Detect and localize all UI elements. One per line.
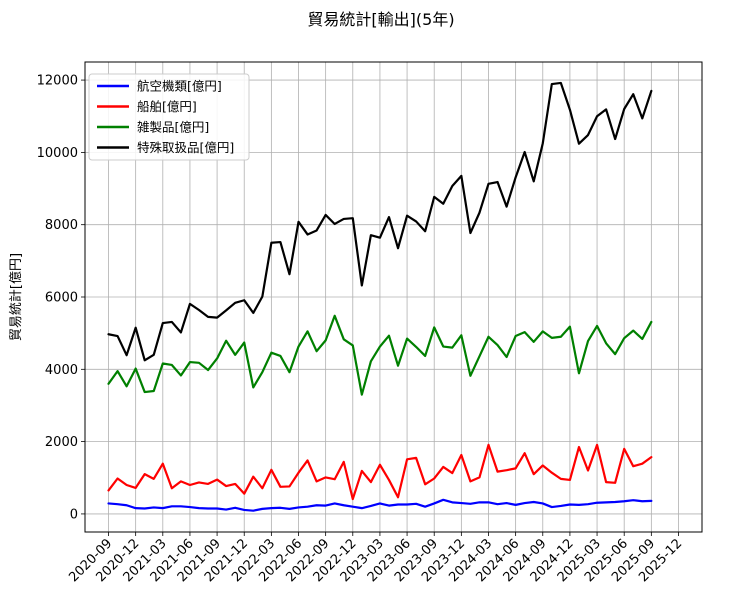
y-tick-label: 6000 — [45, 291, 78, 306]
y-tick-label: 8000 — [45, 218, 78, 233]
legend-label: 特殊取扱品[億円] — [137, 140, 234, 155]
x-axis: 2020-092020-122021-032021-062021-092021-… — [66, 532, 685, 585]
series-line-3 — [107, 81, 653, 362]
y-tick-label: 10000 — [37, 146, 78, 161]
y-tick-label: 4000 — [45, 363, 78, 378]
y-tick-label: 12000 — [37, 74, 78, 89]
series-lines — [107, 81, 653, 512]
legend-label: 雑製品[億円] — [137, 120, 209, 135]
chart-title: 貿易統計[輸出](5年) — [307, 10, 454, 29]
legend-items: 航空機類[億円] 船舶[億円] 雑製品[億円] 特殊取扱品[億円] — [97, 79, 234, 155]
legend-label: 船舶[億円] — [137, 99, 197, 114]
y-tick-label: 2000 — [45, 435, 78, 450]
legend-box — [88, 73, 250, 161]
legend-label: 航空機類[億円] — [137, 79, 222, 94]
series-line-2 — [107, 314, 653, 396]
series-line-1 — [107, 443, 653, 501]
y-axis-title: 貿易統計[億円] — [8, 253, 24, 341]
series-line-0 — [107, 498, 653, 512]
y-tick-label: 0 — [70, 507, 78, 522]
legend: 航空機類[億円] 船舶[億円] 雑製品[億円] 特殊取扱品[億円] — [88, 73, 250, 161]
y-axis: 0 2000 4000 6000 8000 10000 12000 — [37, 74, 85, 522]
